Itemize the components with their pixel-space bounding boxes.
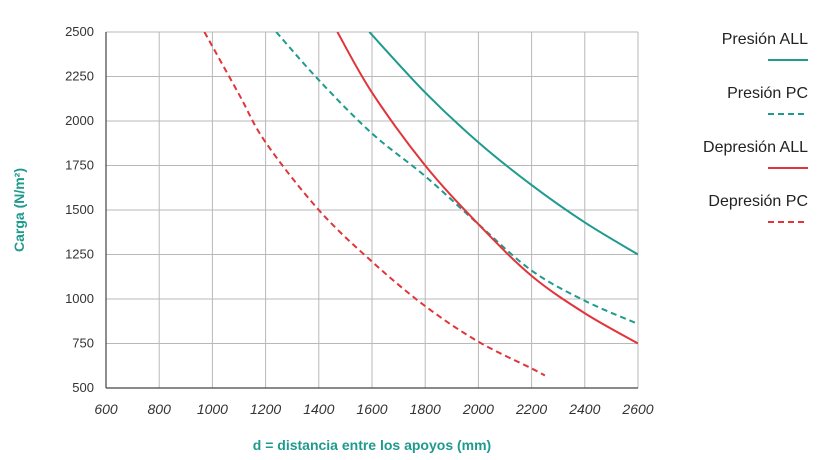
legend: Presión ALL Presión PC Depresión ALL Depres… [703,31,808,223]
y-tick-label: 1750 [65,158,94,173]
series-line-presion-all [368,32,638,256]
y-tick-label: 1500 [65,202,94,217]
x-tick-labels: 600 800 1000 1200 1400 1600 1800 2000 2200 2400 26… [94,401,653,417]
x-tick-label: 1600 [356,401,387,417]
x-axis-title: d = distancia entre los apoyos (mm) [253,437,491,453]
y-tick-label: 2500 [65,24,94,39]
series-lines [203,32,638,377]
y-tick-label: 2250 [65,69,94,84]
axes [105,32,638,389]
x-tick-label: 2200 [515,401,547,417]
y-axis-title: Carga (N/m²) [11,168,27,252]
legend-label-presion-pc: Presión PC [727,85,808,102]
y-tick-labels: 500 750 1000 1250 1500 1750 2000 2250 2500 [65,24,94,395]
y-tick-label: 500 [72,380,94,395]
x-tick-label: 2000 [462,401,494,417]
x-tick-label: 2600 [621,401,653,417]
grid [106,31,639,388]
x-tick-label: 2400 [568,401,600,417]
series-line-depresion-pc [203,32,546,377]
y-tick-label: 750 [72,336,94,351]
x-tick-label: 1400 [303,401,334,417]
series-line-presion-pc [275,32,638,325]
legend-label-depresion-pc: Depresión PC [708,193,808,210]
series-line-depresion-all [336,32,638,345]
legend-label-depresion-all: Depresión ALL [703,139,808,156]
x-tick-label: 800 [148,401,172,417]
y-tick-label: 1250 [65,247,94,262]
x-tick-label: 600 [94,401,118,417]
legend-label-presion-all: Presión ALL [722,31,808,48]
x-tick-label: 1200 [250,401,281,417]
y-tick-label: 1000 [65,291,94,306]
x-tick-label: 1800 [410,401,441,417]
x-tick-label: 1000 [197,401,228,417]
y-tick-label: 2000 [65,113,94,128]
